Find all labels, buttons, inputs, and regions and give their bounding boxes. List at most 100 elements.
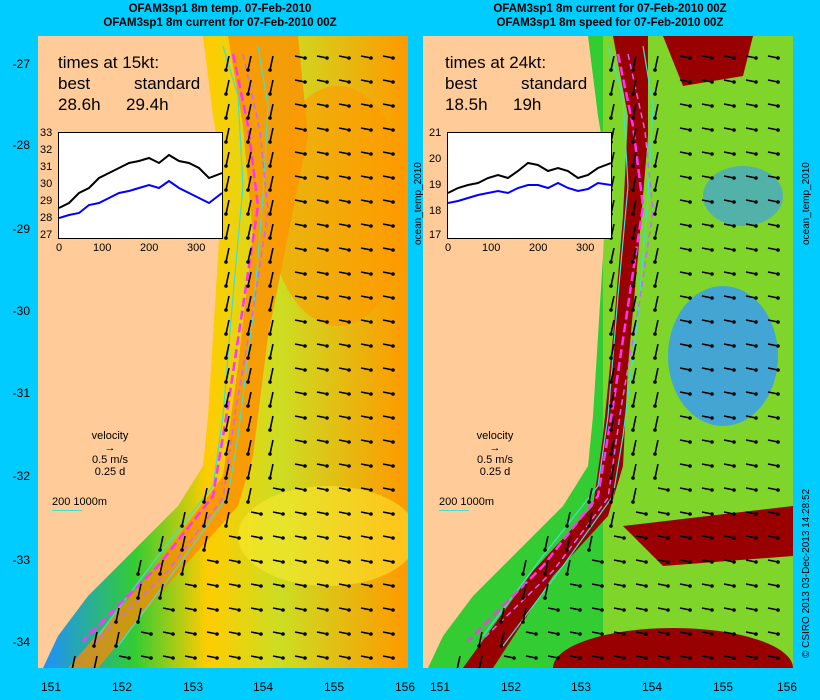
velocity-arrow (269, 55, 274, 71)
velocity-arrow-head (732, 104, 736, 108)
ship-route-standard-right (477, 53, 654, 645)
velocity-arrow-head (710, 296, 714, 300)
velocity-arrow-head (224, 164, 228, 168)
velocity-arrow-head (369, 128, 373, 132)
times-heading: times at 15kt: (58, 53, 160, 72)
velocity-arrow (247, 343, 252, 359)
velocity-arrow-head (325, 176, 329, 180)
velocity-arrow-head (114, 644, 118, 648)
velocity-arrow-head (732, 296, 736, 300)
velocity-arrow-head (776, 224, 780, 228)
velocity-arrow-head (325, 608, 329, 612)
velocity-arrow-head (710, 272, 714, 276)
velocity-arrow (247, 487, 252, 503)
slow-speed-zone-north (703, 166, 783, 226)
velocity-arrow-head (754, 56, 758, 60)
velocity-label: velocity (91, 430, 129, 442)
velocity-arrow-head (281, 488, 285, 492)
velocity-arrow (632, 103, 637, 119)
velocity-arrow (522, 607, 527, 623)
lon-tick: 156 (776, 680, 798, 694)
left-title-line1: OFAM3sp1 8m temp. 07-Feb-2010 (128, 3, 312, 15)
velocity-arrow-head (688, 536, 692, 540)
velocity-arrow-head (653, 308, 657, 312)
velocity-arrow-head (259, 560, 263, 564)
velocity-vectors (71, 55, 395, 668)
velocity-arrow-head (347, 584, 351, 588)
velocity-arrow-head (325, 440, 329, 444)
inset-y-tick: 17 (429, 229, 442, 241)
velocity-arrow-head (754, 512, 758, 516)
velocity-arrow (247, 175, 252, 191)
velocity-arrow-head (325, 632, 329, 636)
velocity-arrow-head (369, 200, 373, 204)
velocity-arrow-head (609, 500, 613, 504)
velocity-arrow-head (246, 404, 250, 408)
velocity-arrow-head (732, 272, 736, 276)
velocity-days: 0.25 d (479, 466, 511, 478)
left-temperature-inset-chart (58, 132, 223, 239)
inset-best-line (58, 179, 223, 219)
lat-tick: -30 (12, 304, 30, 318)
velocity-arrow (610, 103, 615, 119)
lat-tick: -32 (12, 469, 30, 483)
velocity-arrow (225, 439, 230, 455)
velocity-arrow-head (521, 572, 525, 576)
velocity-arrow-head (622, 560, 626, 564)
velocity-arrow (269, 295, 274, 311)
velocity-arrow-head (666, 608, 670, 612)
right-side-label: ocean_temp_2010 (801, 162, 812, 245)
velocity-arrow-head (369, 104, 373, 108)
velocity-arrow-head (754, 536, 758, 540)
velocity-arrow-head (534, 656, 538, 660)
velocity-arrow-head (325, 104, 329, 108)
velocity-arrow-head (246, 476, 250, 480)
velocity-arrow-head (776, 56, 780, 60)
velocity-arrow-head (644, 632, 648, 636)
velocity-arrow-head (303, 56, 307, 60)
inset-y-tick: 31 (40, 161, 53, 173)
velocity-arrow-head (776, 152, 780, 156)
velocity-label: velocity (476, 430, 514, 442)
velocity-arrow (654, 343, 659, 359)
left-side-label: ocean_temp_2010 (413, 162, 424, 245)
warm-current-band (68, 36, 308, 668)
velocity-arrow-head (631, 212, 635, 216)
velocity-arrow-head (369, 464, 373, 468)
lat-tick: -34 (12, 635, 30, 649)
velocity-arrow-head (149, 632, 153, 636)
velocity-arrow-head (347, 440, 351, 444)
fast-current-band (463, 36, 648, 668)
velocity-arrow-head (325, 80, 329, 84)
velocity-arrow (566, 535, 571, 551)
velocity-arrow-head (369, 560, 373, 564)
velocity-arrow-head (556, 656, 560, 660)
velocity-arrow-head (732, 392, 736, 396)
right-contour-legend-line (439, 510, 469, 511)
velocity-arrow (654, 151, 659, 167)
velocity-arrow-head (653, 68, 657, 72)
velocity-arrow-head (347, 296, 351, 300)
velocity-arrow-head (653, 140, 657, 144)
velocity-arrow-head (565, 524, 569, 528)
velocity-arrow (610, 415, 615, 431)
velocity-arrow-head (347, 248, 351, 252)
velocity-arrow-head (600, 608, 604, 612)
velocity-arrow-head (688, 80, 692, 84)
inset-y-tick: 30 (40, 178, 53, 190)
velocity-arrow-head (391, 560, 395, 564)
velocity-arrow (269, 463, 274, 479)
velocity-arrow-head (754, 440, 758, 444)
velocity-arrow-head (688, 584, 692, 588)
velocity-arrow-head (631, 236, 635, 240)
velocity-arrow (269, 319, 274, 335)
right-title-line1: OFAM3sp1 8m current for 07-Feb-2010 00Z (493, 3, 727, 15)
velocity-arrow-head (347, 320, 351, 324)
velocity-arrow-head (347, 512, 351, 516)
inset-x-tick: 300 (576, 242, 595, 254)
velocity-arrow-head (609, 308, 613, 312)
left-contour-legend: 200 1000m (52, 496, 108, 508)
velocity-arrow-head (268, 92, 272, 96)
lon-tick: 153 (570, 680, 592, 694)
velocity-arrow (137, 583, 142, 599)
